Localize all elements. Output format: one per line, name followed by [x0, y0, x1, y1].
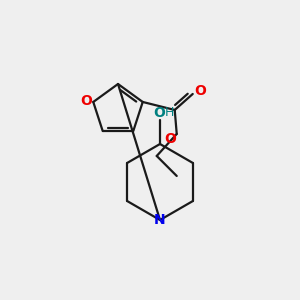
- Text: O: O: [80, 94, 92, 108]
- Text: N: N: [154, 213, 166, 227]
- Text: O: O: [194, 84, 206, 98]
- Text: O: O: [164, 132, 176, 146]
- Text: O: O: [153, 106, 165, 120]
- Text: H: H: [164, 106, 174, 119]
